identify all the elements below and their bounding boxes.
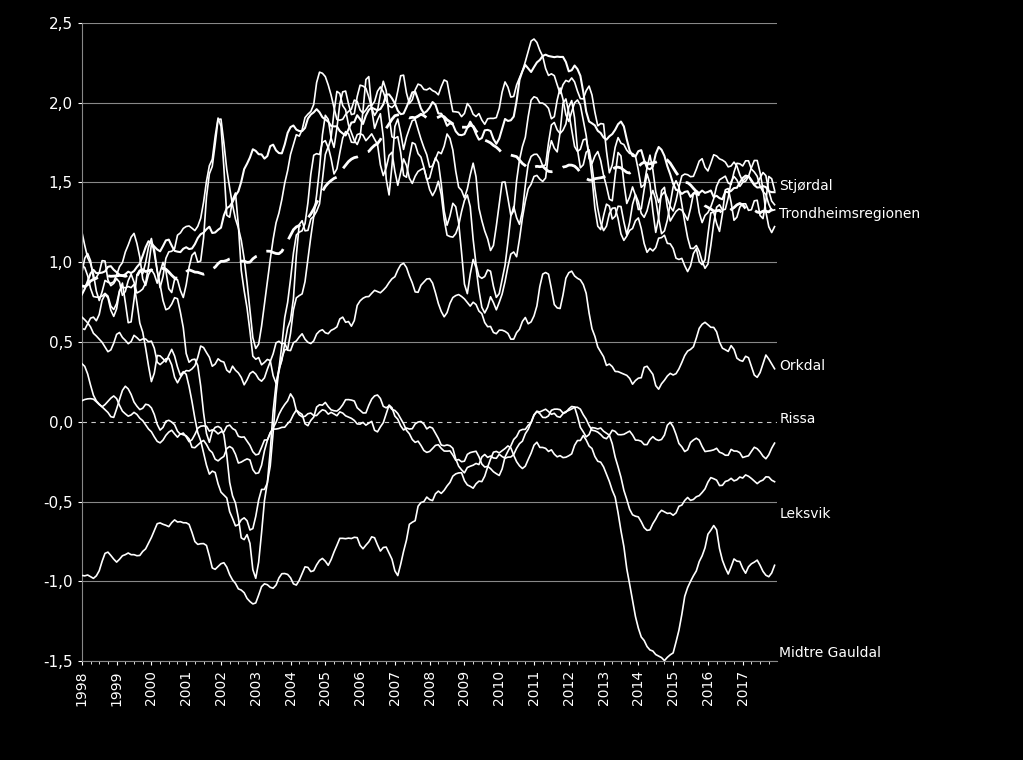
Text: Leksvik: Leksvik	[780, 508, 831, 521]
Text: Midtre Gauldal: Midtre Gauldal	[780, 646, 881, 660]
Text: Orkdal: Orkdal	[780, 359, 826, 373]
Text: Stjørdal: Stjørdal	[780, 179, 833, 192]
Text: Trondheimsregionen: Trondheimsregionen	[780, 207, 921, 221]
Text: Rissa: Rissa	[780, 412, 815, 426]
